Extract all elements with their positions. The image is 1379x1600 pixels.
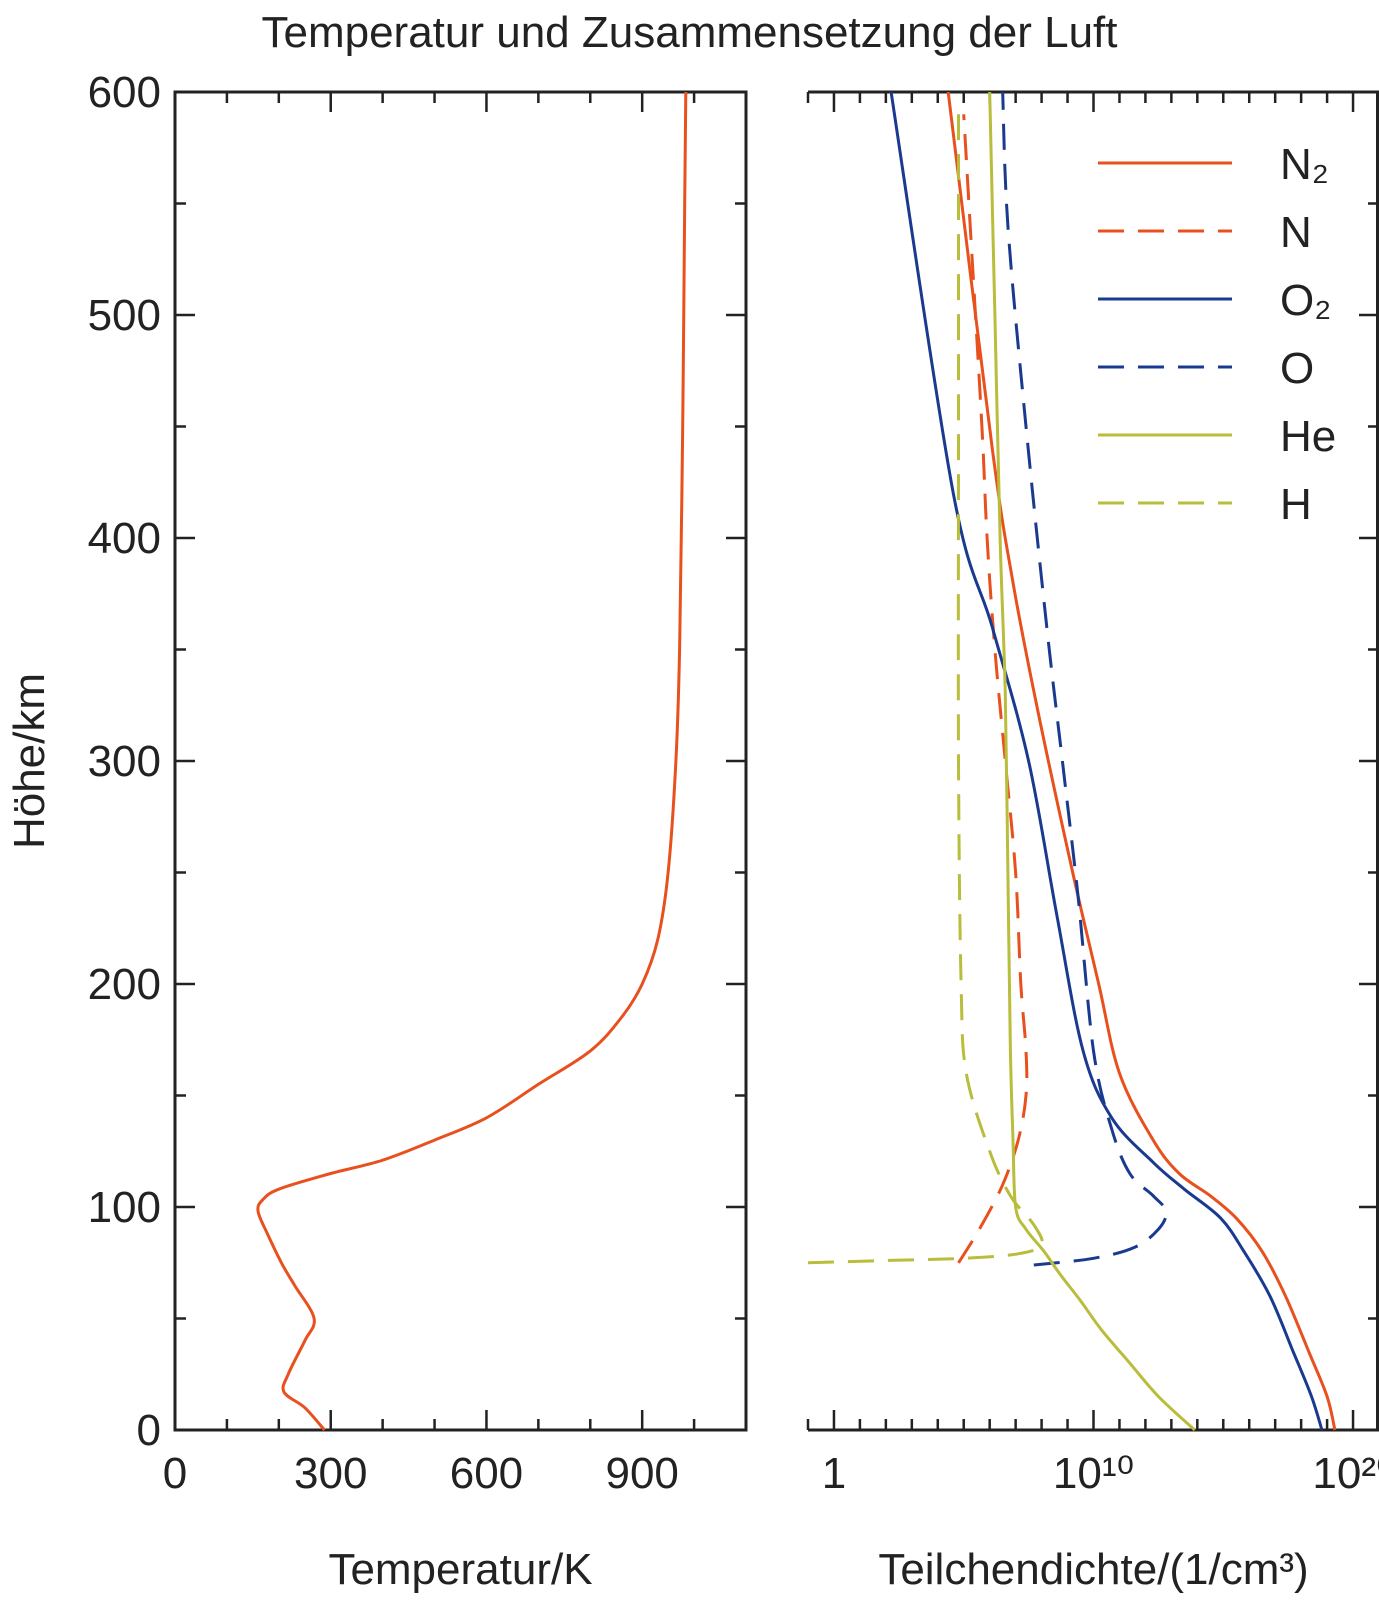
series-line	[807, 114, 1044, 1265]
y-tick-label: 600	[88, 68, 161, 117]
y-tick-label: 300	[88, 737, 161, 786]
x-axis-label: Temperatur/K	[328, 1545, 592, 1594]
y-tick-label: 0	[137, 1406, 161, 1455]
y-tick-label: 400	[88, 514, 161, 563]
series-line	[1001, 91, 1168, 1267]
y-tick-label: 500	[88, 291, 161, 340]
y-axis-label: Höhe/km	[5, 673, 54, 849]
series-line	[946, 91, 1337, 1431]
legend-label: N₂	[1280, 140, 1329, 189]
x-tick-label: 10²⁰	[1312, 1449, 1379, 1498]
x-tick-label: 1	[822, 1449, 846, 1498]
x-tick-label: 300	[294, 1449, 367, 1498]
legend-label: H	[1280, 480, 1312, 529]
x-tick-label: 10¹⁰	[1053, 1449, 1134, 1498]
x-axis-label: Teilchendichte/(1/cm³)	[878, 1545, 1308, 1594]
left-plot-frame	[173, 90, 748, 1432]
series-line	[957, 114, 1029, 1264]
x-tick-label: 600	[450, 1449, 523, 1498]
x-tick-label: 900	[605, 1449, 678, 1498]
legend-label: O₂	[1280, 276, 1331, 325]
x-tick-label: 0	[163, 1449, 187, 1498]
y-tick-label: 200	[88, 960, 161, 1009]
chart-title: Temperatur und Zusammensetzung der Luft	[261, 8, 1118, 57]
legend-label: He	[1280, 412, 1336, 461]
legend: N₂ N O₂ O He H	[1098, 140, 1336, 529]
y-tick-label: 100	[88, 1183, 161, 1232]
density-panel: 1 10¹⁰ 10²⁰Teilchendichte/(1/cm³)	[806, 90, 1379, 1594]
temperature-panel: 0 300 600 900 0 100 200 300 400 500 600 Temperatur/…	[5, 68, 748, 1594]
legend-label: O	[1280, 344, 1314, 393]
series-line	[889, 91, 1324, 1431]
series-line	[988, 91, 1196, 1432]
legend-label: N	[1280, 208, 1312, 257]
temperature-line	[256, 91, 688, 1431]
